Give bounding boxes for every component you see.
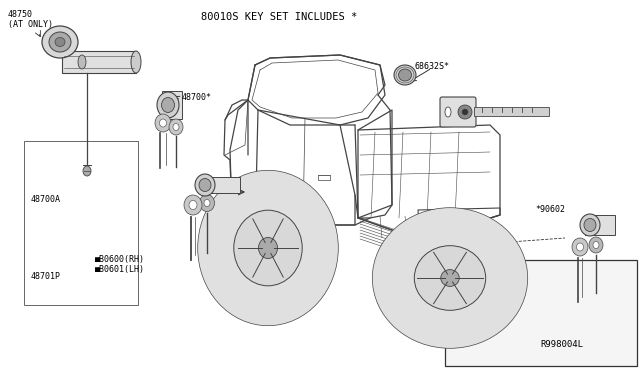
FancyBboxPatch shape	[440, 97, 476, 127]
Ellipse shape	[589, 237, 603, 253]
Ellipse shape	[204, 199, 210, 206]
Ellipse shape	[200, 195, 214, 212]
Ellipse shape	[173, 124, 179, 131]
Ellipse shape	[441, 270, 460, 286]
Text: 80010S KEY SET INCLUDES *: 80010S KEY SET INCLUDES *	[201, 12, 357, 22]
Ellipse shape	[584, 218, 596, 231]
Ellipse shape	[83, 166, 91, 176]
Text: 48750
(AT ONLY): 48750 (AT ONLY)	[8, 10, 53, 29]
Ellipse shape	[445, 107, 451, 117]
Text: 48700*: 48700*	[182, 93, 212, 102]
Ellipse shape	[189, 201, 197, 209]
Ellipse shape	[399, 69, 412, 81]
Ellipse shape	[131, 51, 141, 73]
Ellipse shape	[394, 65, 416, 85]
Text: ■B0600(RH)
■B0601(LH): ■B0600(RH) ■B0601(LH)	[95, 255, 145, 275]
Text: *90602: *90602	[535, 205, 565, 214]
Ellipse shape	[49, 32, 71, 52]
Ellipse shape	[230, 206, 306, 290]
Ellipse shape	[414, 246, 486, 310]
Ellipse shape	[195, 174, 215, 196]
Ellipse shape	[155, 114, 171, 132]
Ellipse shape	[78, 55, 86, 69]
Text: R998004L: R998004L	[540, 340, 583, 349]
Ellipse shape	[184, 195, 202, 215]
Text: 48701P: 48701P	[30, 272, 60, 281]
Ellipse shape	[42, 26, 78, 58]
Bar	[162, 91, 182, 119]
Text: 68632S*: 68632S*	[415, 62, 450, 71]
Ellipse shape	[157, 92, 179, 118]
Bar	[445, 260, 637, 366]
Ellipse shape	[199, 179, 211, 192]
Ellipse shape	[372, 208, 528, 348]
Bar	[62, 51, 136, 73]
Ellipse shape	[593, 241, 599, 248]
Text: B0600N
B0600P(VALET): B0600N B0600P(VALET)	[452, 264, 518, 284]
Bar	[205, 177, 240, 193]
Ellipse shape	[234, 210, 302, 286]
Text: 48700A: 48700A	[30, 195, 60, 204]
Ellipse shape	[572, 238, 588, 256]
Ellipse shape	[580, 214, 600, 236]
Bar	[585, 215, 615, 235]
Text: B0600N
B0600P(VALET): B0600N B0600P(VALET)	[452, 264, 518, 284]
Ellipse shape	[577, 243, 584, 251]
Circle shape	[458, 105, 472, 119]
Ellipse shape	[169, 119, 183, 135]
Ellipse shape	[159, 119, 166, 127]
Ellipse shape	[259, 237, 278, 259]
Circle shape	[462, 109, 468, 115]
Bar	[24, 141, 138, 305]
Bar	[474, 107, 549, 116]
Ellipse shape	[198, 170, 339, 326]
Ellipse shape	[408, 240, 492, 316]
Ellipse shape	[161, 97, 175, 112]
Ellipse shape	[55, 38, 65, 46]
